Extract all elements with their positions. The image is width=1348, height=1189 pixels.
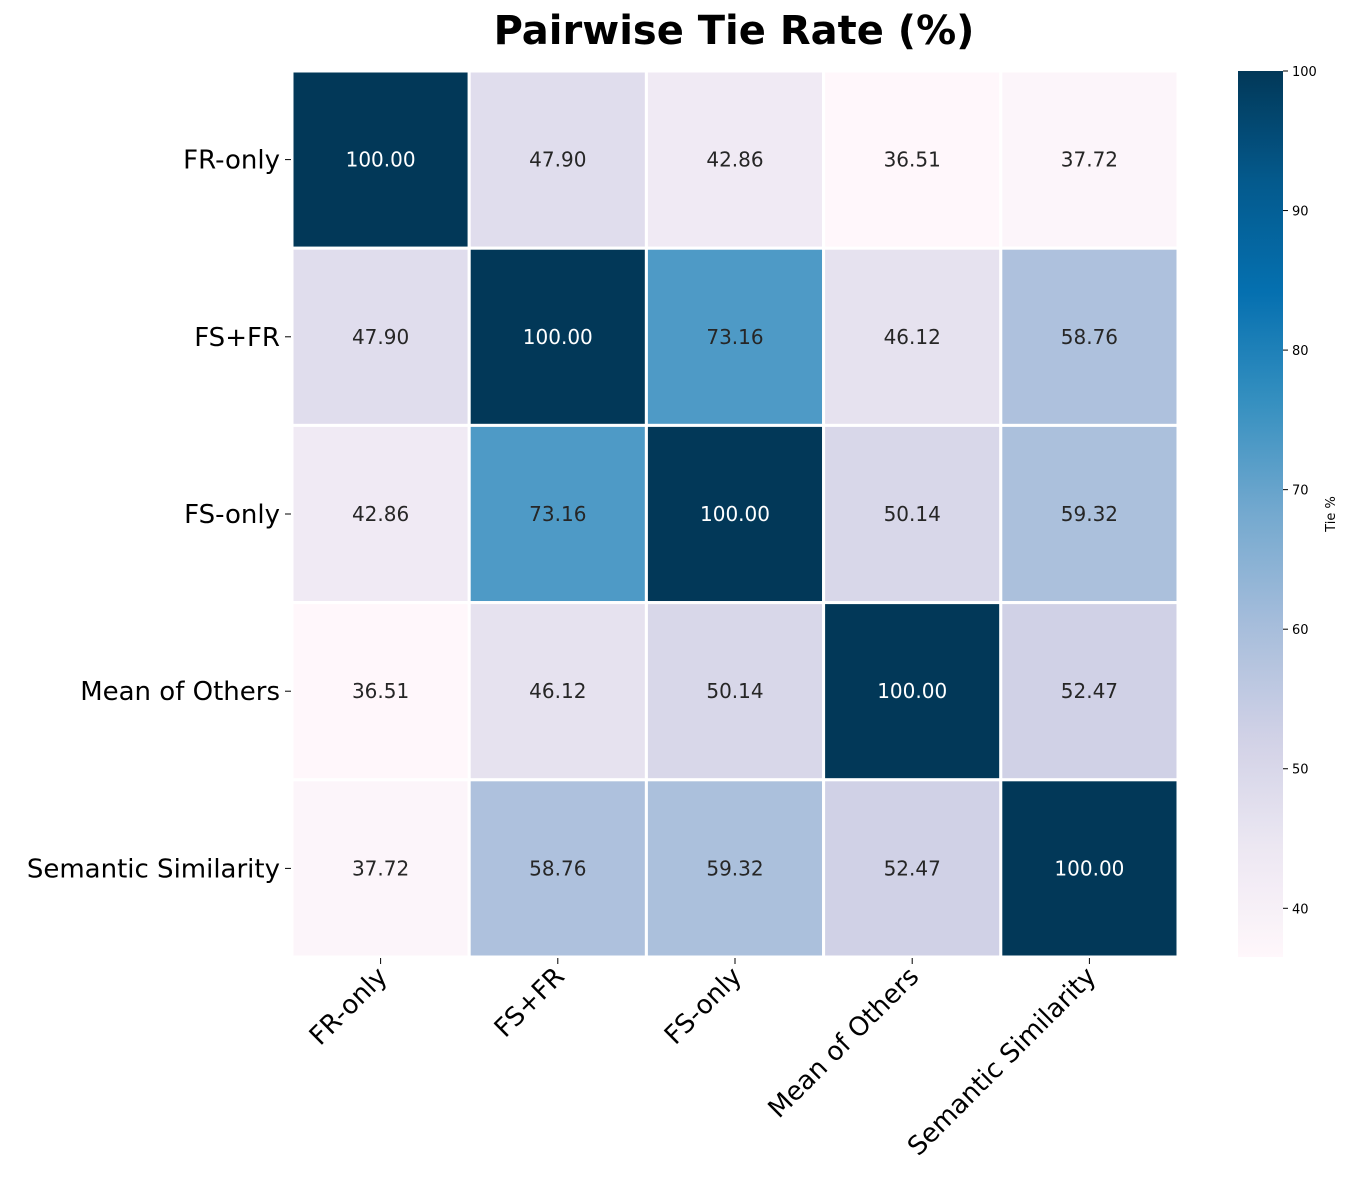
cell-value-label: 100.00	[1054, 856, 1124, 880]
heatmap-cell	[290, 778, 471, 959]
colorbar-label: Tie %	[1324, 496, 1339, 533]
cell-value-label: 100.00	[523, 325, 593, 349]
heatmap-cells: 100.00 47.90 42.86 36.51 37.72 47.90 100.00 73.…	[290, 69, 1180, 959]
x-tick-label: Semantic Similarity	[902, 962, 1102, 1162]
heatmap-cell	[644, 778, 826, 959]
cell-value-label: 50.14	[884, 502, 941, 526]
colorbar-ticks: 40 50 60 70 80 90 100	[1283, 65, 1317, 917]
heatmap-cell	[467, 69, 648, 250]
y-tick-label: FR-only	[183, 146, 280, 176]
colorbar-tick-label: 90	[1292, 205, 1309, 220]
colorbar	[1238, 71, 1283, 957]
cell-value-label: 36.51	[884, 148, 941, 172]
x-axis-labels: FR-only FS+FR FS-only Mean of OthersSemanti…	[304, 958, 1102, 1162]
heatmap-cell	[467, 601, 648, 782]
cell-value-label: 36.51	[352, 679, 409, 703]
y-tick-label: Mean of Others	[80, 677, 280, 707]
heatmap-cell	[822, 423, 1003, 605]
heatmap-cell	[290, 601, 471, 782]
cell-value-label: 47.90	[352, 325, 409, 349]
cell-value-label: 42.86	[352, 502, 409, 526]
heatmap-cell	[290, 246, 471, 427]
x-tick-label: FR-only	[304, 962, 394, 1052]
heatmap-cell	[467, 423, 648, 605]
x-tick-label: Mean of Others	[763, 962, 926, 1125]
x-tick-label: FS+FR	[489, 962, 571, 1044]
cell-value-label: 100.00	[877, 679, 947, 703]
cell-value-label: 52.47	[1061, 679, 1118, 703]
cell-value-label: 50.14	[706, 679, 763, 703]
colorbar-tick-label: 60	[1292, 623, 1309, 638]
cell-value-label: 59.32	[1061, 502, 1118, 526]
heatmap-cell	[999, 601, 1180, 782]
heatmap-cell	[290, 69, 471, 250]
colorbar-tick-label: 100	[1292, 65, 1317, 80]
colorbar-tick-label: 80	[1292, 344, 1309, 359]
x-tick-label: FS-only	[659, 962, 748, 1051]
y-tick-label: FS+FR	[194, 323, 280, 353]
cell-value-label: 37.72	[1061, 148, 1118, 172]
colorbar-tick-label: 50	[1292, 763, 1309, 778]
heatmap-cell	[999, 246, 1180, 427]
y-axis-labels: FR-only FS+FR FS-only Mean of Others Semanti…	[27, 146, 291, 884]
heatmap-cell	[467, 778, 648, 959]
y-tick-label: Semantic Similarity	[27, 854, 280, 884]
colorbar-tick-label: 70	[1292, 484, 1309, 499]
y-tick-label: FS-only	[184, 500, 280, 530]
heatmap-cell	[644, 246, 826, 427]
heatmap-cell	[999, 778, 1180, 959]
cell-value-label: 42.86	[706, 148, 763, 172]
cell-value-label: 37.72	[352, 856, 409, 880]
heatmap-cell	[822, 601, 1003, 782]
cell-value-label: 100.00	[346, 148, 416, 172]
chart-title: Pairwise Tie Rate (%)	[494, 8, 975, 54]
cell-value-label: 52.47	[884, 856, 941, 880]
cell-value-label: 58.76	[1061, 325, 1118, 349]
cell-value-label: 73.16	[706, 325, 763, 349]
cell-value-label: 100.00	[700, 502, 770, 526]
cell-value-label: 59.32	[706, 856, 763, 880]
heatmap-cell	[644, 69, 826, 250]
cell-value-label: 46.12	[884, 325, 941, 349]
colorbar-tick-label: 40	[1292, 902, 1309, 917]
cell-value-label: 73.16	[529, 502, 586, 526]
cell-value-label: 47.90	[529, 148, 586, 172]
heatmap-cell	[644, 601, 826, 782]
cell-value-label: 46.12	[529, 679, 586, 703]
cell-value-label: 58.76	[529, 856, 586, 880]
